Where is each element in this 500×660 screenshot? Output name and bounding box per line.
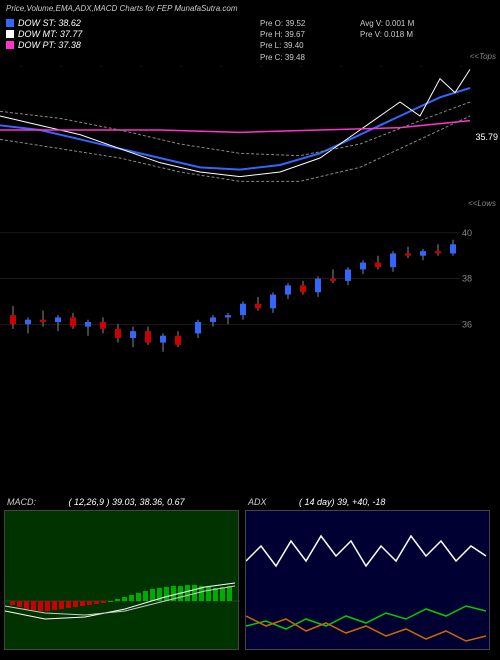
svg-text:·: ·	[60, 63, 62, 70]
legend-swatch	[6, 41, 14, 49]
price-ema-chart: ············ <<Tops <<Lows 35.79	[0, 60, 500, 200]
volume-stats: Avg V: 0.001 MPre V: 0.018 M	[360, 18, 414, 40]
indicator-row: MACD: ( 12,26,9 ) 39.03, 38.36, 0.67 ADX…	[0, 510, 500, 650]
svg-text:40: 40	[462, 228, 472, 238]
legend-item: DOW MT: 37.77	[6, 29, 82, 39]
svg-text:·: ·	[220, 63, 222, 70]
price-tick-label: 35.79	[475, 132, 498, 142]
candlestick-chart: 36 38 40	[0, 210, 500, 370]
svg-text:·: ·	[300, 63, 302, 70]
legend-label: DOW PT: 37.38	[18, 40, 81, 50]
svg-text:·: ·	[340, 63, 342, 70]
legend-item: DOW ST: 38.62	[6, 18, 82, 28]
page-title: Price,Volume,EMA,ADX,MACD Charts for FEP…	[6, 4, 237, 13]
adx-subtitle: ( 14 day) 39, +40, -18	[299, 497, 385, 507]
legend-label: DOW MT: 37.77	[18, 29, 82, 39]
svg-text:·: ·	[260, 63, 262, 70]
svg-text:·: ·	[180, 63, 182, 70]
svg-text:·: ·	[140, 63, 142, 70]
svg-text:·: ·	[460, 63, 462, 70]
svg-text:·: ·	[380, 63, 382, 70]
svg-text:38: 38	[462, 274, 472, 284]
svg-text:36: 36	[462, 319, 472, 329]
legend-label: DOW ST: 38.62	[18, 18, 81, 28]
legend: DOW ST: 38.62DOW MT: 37.77DOW PT: 37.38	[6, 18, 82, 51]
macd-subtitle: ( 12,26,9 ) 39.03, 38.36, 0.67	[69, 497, 185, 507]
svg-text:·: ·	[20, 63, 22, 70]
legend-item: DOW PT: 37.38	[6, 40, 82, 50]
macd-title: MACD:	[7, 497, 36, 507]
ohlc-stats: Pre O: 39.52Pre H: 39.67Pre L: 39.40Pre …	[260, 18, 305, 63]
svg-text:·: ·	[420, 63, 422, 70]
tops-label: <<Tops	[470, 52, 496, 61]
legend-swatch	[6, 30, 14, 38]
adx-title: ADX	[248, 497, 267, 507]
svg-text:·: ·	[100, 63, 102, 70]
lows-label: <<Lows	[468, 199, 496, 208]
macd-chart: MACD: ( 12,26,9 ) 39.03, 38.36, 0.67	[4, 510, 239, 650]
adx-chart: ADX ( 14 day) 39, +40, -18	[245, 510, 490, 650]
legend-swatch	[6, 19, 14, 27]
